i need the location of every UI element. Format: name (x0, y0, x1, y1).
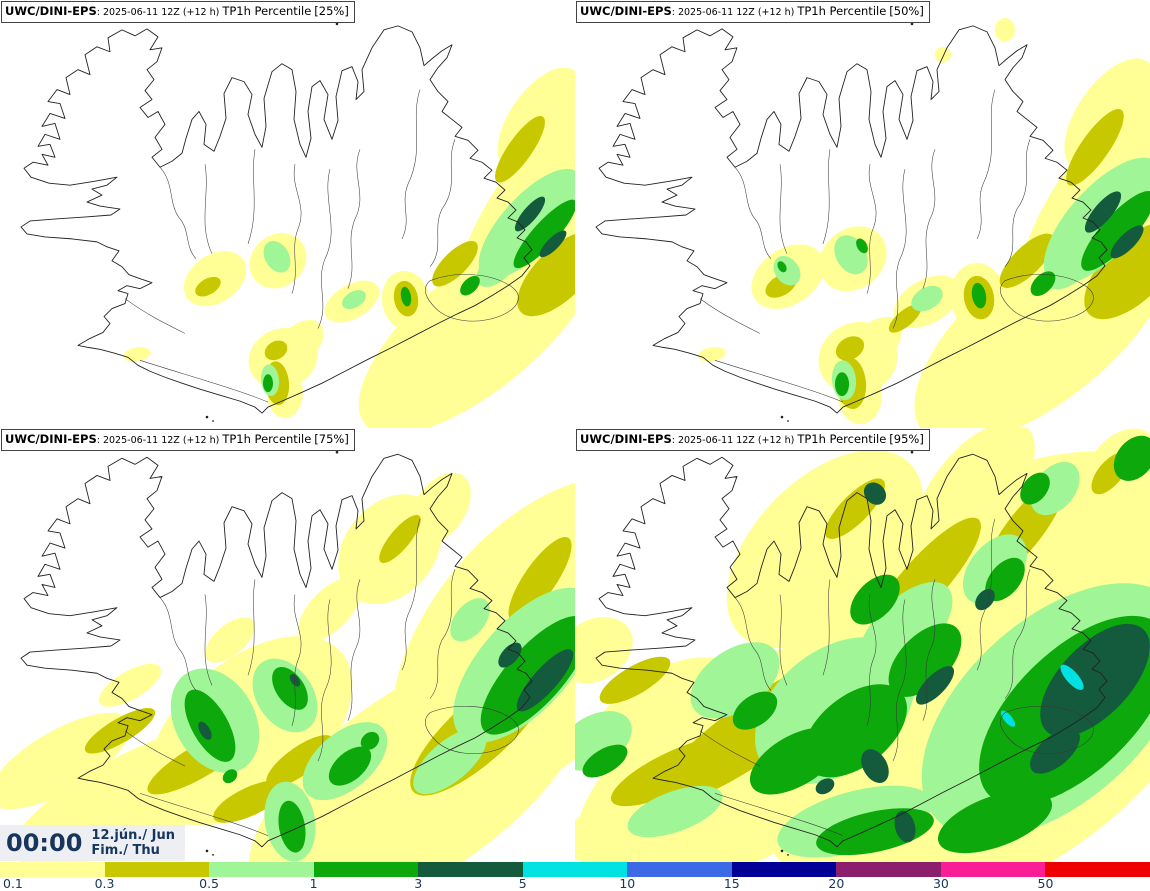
iceland-map-95 (575, 428, 1150, 862)
scale-label-0.1: 0.1 (3, 876, 23, 891)
run-time: 2025-06-11 12Z (+12 h) (102, 7, 220, 18)
parameter-name: TP1h Percentile (797, 4, 887, 18)
parameter-name: TP1h Percentile (797, 432, 887, 446)
precipitation-color-scale (0, 862, 1150, 877)
forecast-grid: UWC/DINI-EPS: 2025-06-11 12Z (+12 h) TP1h… (0, 0, 1150, 862)
percentile-value: [50%] (889, 4, 924, 18)
model-name: UWC/DINI-EPS (5, 432, 97, 446)
scale-label-5: 5 (518, 876, 527, 891)
scale-label-15: 15 (723, 876, 740, 891)
parameter-name: TP1h Percentile (222, 4, 312, 18)
model-name: UWC/DINI-EPS (580, 4, 672, 18)
scale-segment-30 (940, 862, 1046, 877)
panel-title-50: UWC/DINI-EPS: 2025-06-11 12Z (+12 h) TP1h… (576, 1, 930, 23)
panel-percentile-95: UWC/DINI-EPS: 2025-06-11 12Z (+12 h) TP1h… (575, 428, 1150, 862)
scale-label-20: 20 (828, 876, 845, 891)
scale-label-10: 10 (619, 876, 636, 891)
percentile-value: [75%] (314, 432, 349, 446)
scale-segment-20 (836, 862, 941, 877)
parameter-name: TP1h Percentile (222, 432, 312, 446)
scale-segment-15 (731, 862, 837, 877)
panel-percentile-50: UWC/DINI-EPS: 2025-06-11 12Z (+12 h) TP1h… (575, 0, 1150, 428)
scale-label-50: 50 (1037, 876, 1054, 891)
valid-date-english: Fim./ Thu (91, 843, 160, 858)
scale-label-30: 30 (932, 876, 949, 891)
panel-title-95: UWC/DINI-EPS: 2025-06-11 12Z (+12 h) TP1h… (576, 429, 930, 451)
panel-title-25: UWC/DINI-EPS: 2025-06-11 12Z (+12 h) TP1h… (1, 1, 355, 23)
model-name: UWC/DINI-EPS (580, 432, 672, 446)
scale-label-0.3: 0.3 (94, 876, 115, 891)
percentile-value: [25%] (314, 4, 349, 18)
scale-label-0.5: 0.5 (199, 876, 220, 891)
run-time: 2025-06-11 12Z (+12 h) (677, 7, 795, 18)
scale-label-1: 1 (309, 876, 318, 891)
panel-title-75: UWC/DINI-EPS: 2025-06-11 12Z (+12 h) TP1h… (1, 429, 355, 451)
percentile-value: [95%] (889, 432, 924, 446)
valid-time-clock: 00:00 (6, 829, 83, 857)
scale-segment-1 (313, 862, 419, 877)
model-name: UWC/DINI-EPS (5, 4, 97, 18)
scale-segment-10 (627, 862, 732, 877)
iceland-map-50 (595, 17, 1150, 428)
scale-segment-0.1 (0, 862, 105, 877)
scale-segment-0.3 (104, 862, 210, 877)
scale-segment-5 (522, 862, 628, 877)
iceland-map-75 (0, 450, 575, 862)
valid-time-overlay: 00:00 12.jún./ Jun Fim./ Thu (0, 825, 185, 861)
valid-date-local: 12.jún./ Jun (91, 828, 175, 843)
run-time: 2025-06-11 12Z (+12 h) (102, 435, 220, 446)
scale-segment-3 (418, 862, 523, 877)
panel-percentile-75: UWC/DINI-EPS: 2025-06-11 12Z (+12 h) TP1h… (0, 428, 575, 862)
run-time: 2025-06-11 12Z (+12 h) (677, 435, 795, 446)
scale-segment-0.5 (209, 862, 314, 877)
color-scale-labels: 0.1 0.3 0.5 1 3 5 10 15 20 30 50 (0, 876, 1150, 891)
scale-segment-50 (1045, 862, 1150, 877)
scale-label-3: 3 (414, 876, 423, 891)
panel-percentile-25: UWC/DINI-EPS: 2025-06-11 12Z (+12 h) TP1h… (0, 0, 575, 428)
iceland-map-25 (20, 22, 575, 428)
